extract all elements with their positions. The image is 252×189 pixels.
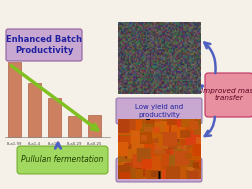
Text: Improved mass
transfer: Improved mass transfer: [201, 88, 252, 101]
Bar: [28, 83, 41, 137]
Bar: [88, 115, 101, 137]
Text: kLa1.99: kLa1.99: [7, 142, 22, 146]
FancyBboxPatch shape: [205, 73, 252, 117]
Text: kLa1.1: kLa1.1: [48, 142, 61, 146]
Text: Aureobasidium
Swollen cells: Aureobasidium Swollen cells: [133, 163, 185, 177]
Text: kLa0.29: kLa0.29: [67, 142, 82, 146]
FancyBboxPatch shape: [116, 98, 202, 124]
Text: Pullulan fermentation: Pullulan fermentation: [21, 156, 103, 164]
Text: kLa0.25: kLa0.25: [87, 142, 102, 146]
Bar: [8, 62, 20, 137]
FancyBboxPatch shape: [17, 146, 108, 174]
Text: Enhanced Batch
Productivity: Enhanced Batch Productivity: [6, 35, 82, 55]
Text: kLa1.4: kLa1.4: [28, 142, 41, 146]
FancyBboxPatch shape: [6, 29, 82, 61]
FancyBboxPatch shape: [116, 158, 202, 182]
Bar: [48, 98, 60, 137]
Bar: [68, 116, 80, 137]
Text: Low yield and
productivity: Low yield and productivity: [135, 105, 183, 118]
